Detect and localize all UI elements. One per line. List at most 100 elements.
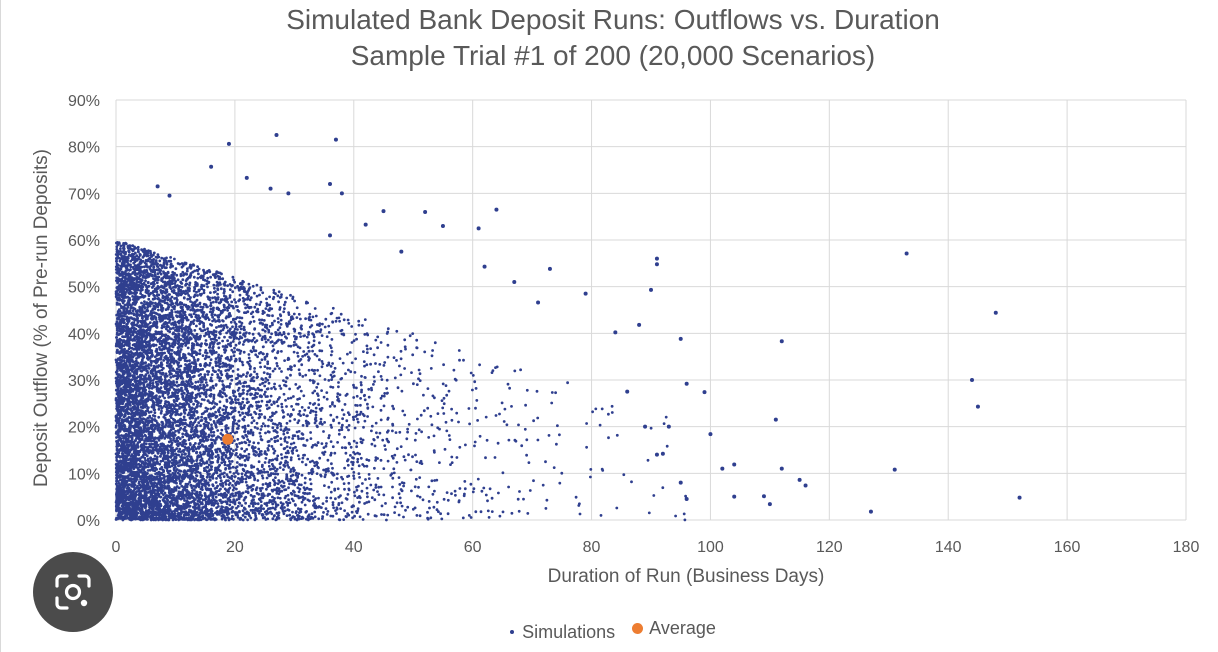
simulation-point (155, 184, 160, 189)
simulation-point (363, 222, 368, 227)
y-tick-label: 20% (68, 420, 100, 437)
simulation-point (904, 251, 909, 256)
chart-legend: Simulations Average (1, 618, 1218, 643)
y-tick-label: 60% (68, 233, 100, 250)
simulation-point (684, 381, 689, 386)
y-tick-label: 0% (77, 513, 100, 530)
average-point (222, 433, 234, 445)
x-tick-label: 60 (464, 539, 482, 556)
simulation-point (702, 390, 707, 395)
axis-ticks: 0% 10% 20% 30% 40% 50% 60% 70% 80% 90% 0 20 40 60 80 10… (68, 93, 1199, 556)
simulation-point (773, 417, 778, 422)
chart-title: Simulated Bank Deposit Runs: Outflows vs… (286, 4, 940, 35)
simulation-point (625, 389, 630, 394)
simulation-point (767, 502, 772, 507)
simulation-point (779, 466, 784, 471)
legend-label-average: Average (649, 618, 716, 638)
simulation-point (993, 310, 998, 315)
simulation-point (649, 287, 653, 292)
simulation-point (399, 249, 404, 254)
x-tick-label: 100 (697, 539, 724, 556)
simulation-point (684, 497, 689, 501)
y-tick-label: 40% (68, 326, 100, 343)
average-points (222, 433, 234, 445)
simulations-points (155, 133, 1022, 514)
simulation-point (268, 186, 273, 191)
simulation-point (328, 182, 332, 186)
legend-marker-average (632, 623, 644, 634)
legend-marker-simulations (510, 630, 515, 634)
y-tick-label: 70% (68, 186, 100, 203)
simulation-point (654, 262, 659, 267)
grid-layer (115, 99, 1187, 521)
simulation-point (892, 467, 897, 472)
simulation-point (333, 137, 338, 142)
simulation-point (328, 233, 332, 238)
y-tick-label: 30% (68, 373, 100, 390)
x-tick-label: 160 (1054, 539, 1081, 556)
lens-glyph (55, 574, 91, 610)
simulation-point (720, 466, 725, 471)
simulation-point (381, 209, 386, 214)
simulation-point (761, 494, 766, 499)
x-tick-label: 180 (1173, 539, 1200, 556)
simulation-point (732, 462, 737, 467)
chart-title-block: Simulated Bank Deposit Runs: Outflows vs… (1, 2, 1218, 74)
simulations-point-cloud (114, 241, 688, 522)
y-tick-label: 90% (68, 93, 100, 110)
simulation-point (797, 477, 802, 482)
simulation-point (583, 291, 588, 296)
simulation-point (613, 330, 618, 335)
simulation-point (868, 509, 873, 514)
simulation-point (708, 432, 713, 437)
simulation-point (660, 451, 665, 456)
legend-item-average: Average (632, 618, 716, 639)
x-tick-label: 0 (112, 539, 121, 556)
simulation-point (274, 133, 279, 137)
x-tick-label: 20 (226, 539, 244, 556)
simulation-point (536, 300, 541, 305)
simulation-point (244, 175, 249, 180)
simulation-point (654, 256, 659, 261)
simulation-point (209, 164, 214, 169)
legend-label-simulations: Simulations (522, 621, 616, 642)
x-axis-title: Duration of Run (Business Days) (548, 566, 825, 587)
simulation-point (547, 266, 552, 271)
simulation-point (339, 191, 344, 196)
simulation-point (732, 494, 737, 499)
y-tick-label: 50% (68, 280, 100, 297)
simulation-point (666, 424, 671, 429)
simulation-point (678, 480, 683, 485)
simulation-point (1017, 495, 1022, 500)
simulation-point (494, 207, 499, 212)
y-axis-title: Deposit Outflow (% of Pre-run Deposits) (31, 149, 52, 487)
x-tick-label: 140 (935, 539, 962, 556)
simulation-point (779, 339, 784, 344)
chart-subtitle: Sample Trial #1 of 200 (20,000 Scenarios… (350, 40, 876, 71)
simulation-point (654, 452, 659, 457)
simulation-point (423, 210, 428, 214)
simulation-point (643, 424, 648, 429)
simulation-point (637, 322, 642, 327)
y-tick-label: 10% (68, 466, 100, 483)
simulation-point (286, 191, 291, 196)
simulation-point (440, 224, 445, 228)
x-tick-label: 40 (345, 539, 363, 556)
simulation-point (678, 336, 683, 341)
google-lens-icon[interactable] (33, 552, 113, 632)
x-tick-label: 120 (816, 539, 843, 556)
simulation-point (482, 264, 487, 269)
simulation-point (512, 280, 517, 284)
simulation-point (975, 404, 980, 409)
simulation-point (167, 193, 172, 198)
y-tick-label: 80% (68, 140, 100, 157)
simulation-point (476, 226, 481, 231)
x-tick-label: 80 (583, 539, 601, 556)
simulations-cloud (114, 241, 688, 522)
legend-item-simulations: Simulations (510, 622, 615, 643)
simulation-point (970, 378, 974, 382)
simulation-point (226, 141, 231, 146)
simulation-point (803, 483, 808, 488)
